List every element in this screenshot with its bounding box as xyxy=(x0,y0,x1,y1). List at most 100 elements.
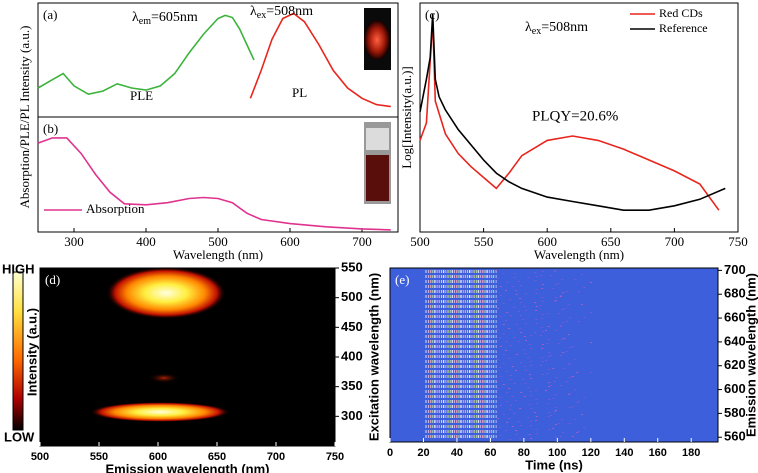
streak-speck xyxy=(561,419,564,420)
x-tick-label: 600 xyxy=(537,234,557,249)
streak-speck xyxy=(499,397,502,398)
streak-speck xyxy=(583,427,586,428)
streak-speck xyxy=(548,352,551,353)
streak-speck xyxy=(513,307,516,308)
streak-speck xyxy=(520,362,523,363)
streak-speck xyxy=(496,329,499,330)
streak-speck xyxy=(541,297,544,298)
streak-speck xyxy=(580,414,583,415)
streak-speck xyxy=(577,291,580,292)
streak-speck xyxy=(509,379,512,380)
streak-speck xyxy=(505,401,508,402)
streak-speck xyxy=(505,430,507,431)
streak-speck xyxy=(499,367,502,368)
x-tick-label: 140 xyxy=(615,447,633,459)
streak-speck xyxy=(515,434,518,435)
streak-speck xyxy=(554,394,557,395)
streak-speck xyxy=(509,439,512,440)
streak-speck xyxy=(555,377,558,378)
streak-speck xyxy=(535,420,537,421)
streak-speck xyxy=(565,351,568,352)
y-tick-label: 620 xyxy=(724,357,746,372)
streak-speck xyxy=(519,438,522,439)
streak-speck xyxy=(567,304,570,305)
streak-speck xyxy=(505,320,507,321)
x-tick-label: 750 xyxy=(326,451,344,463)
legend-label: Red CDs xyxy=(659,6,703,20)
streak-speck xyxy=(562,352,565,353)
x-tick-label: 600 xyxy=(149,451,167,463)
streak-speck xyxy=(541,357,544,358)
streak-speck xyxy=(559,296,562,297)
streak-speck xyxy=(569,317,572,318)
streak-speck xyxy=(583,287,586,288)
streak-speck xyxy=(548,399,551,400)
streak-speck xyxy=(517,311,520,312)
streak-speck xyxy=(522,379,525,380)
colorbar xyxy=(12,271,24,431)
streak-speck xyxy=(505,341,508,342)
lambda: λ xyxy=(250,4,257,19)
streak-speck xyxy=(540,335,542,336)
x-tick-label: 500 xyxy=(410,234,430,249)
x-tick-label: 600 xyxy=(280,234,300,249)
streak-speck xyxy=(505,290,507,291)
streak-speck xyxy=(495,410,497,411)
lambda-sub: em xyxy=(139,16,151,27)
streak-speck xyxy=(590,372,593,373)
streak-speck xyxy=(590,342,593,343)
streak-speck xyxy=(567,364,570,365)
streak-speck xyxy=(515,430,517,431)
streak-speck xyxy=(534,332,537,333)
colorbar-label: Intensity (a.u.) xyxy=(24,308,39,396)
streak-speck xyxy=(525,370,527,371)
streak-speck xyxy=(563,338,566,339)
streak-speck xyxy=(563,308,566,309)
streak-speck xyxy=(513,277,516,278)
streak-speck xyxy=(495,350,497,351)
y-tick-label: 580 xyxy=(724,405,746,420)
streak-speck xyxy=(541,301,544,302)
streak-speck xyxy=(554,284,557,285)
plot-frame xyxy=(389,267,719,443)
y-axis-label: Excitation wavelength (nm) xyxy=(366,273,381,441)
streak-speck xyxy=(555,437,558,438)
streak-speck xyxy=(499,427,502,428)
streak-speck xyxy=(520,285,522,286)
lambda-label: λex=508nm xyxy=(525,20,588,37)
streak-speck xyxy=(534,412,537,413)
streak-speck xyxy=(535,323,538,324)
streak-speck xyxy=(517,341,520,342)
streak-speck xyxy=(553,301,556,302)
series-label: PL xyxy=(292,85,307,100)
streak-speck xyxy=(571,376,574,377)
streak-speck xyxy=(519,328,522,329)
streak-speck xyxy=(510,375,512,376)
heatmap-spot xyxy=(148,373,180,383)
streak-speck xyxy=(528,344,531,345)
streak-speck xyxy=(506,392,509,393)
streak-speck xyxy=(535,416,538,417)
streak-speck xyxy=(576,402,579,403)
streak-speck xyxy=(534,272,537,273)
streak-speck xyxy=(508,358,511,359)
streak-speck xyxy=(546,373,549,374)
streak-speck xyxy=(513,273,516,274)
x-tick-label: 500 xyxy=(31,451,49,463)
streak-speck xyxy=(529,361,532,362)
streak-speck xyxy=(509,299,512,300)
streak-speck xyxy=(569,347,572,348)
streak-speck xyxy=(524,323,527,324)
streak-speck xyxy=(499,376,502,377)
streak-speck xyxy=(515,290,517,291)
lambda-rest: =605nm xyxy=(151,10,198,25)
streak-speck xyxy=(513,337,516,338)
streak-speck xyxy=(580,274,583,275)
streak-speck xyxy=(541,361,544,362)
streak-speck xyxy=(517,281,520,282)
streak-speck xyxy=(577,431,580,432)
streak-speck xyxy=(576,372,579,373)
streak-speck xyxy=(567,394,570,395)
streak-speck xyxy=(552,368,555,369)
streak-speck xyxy=(515,370,517,371)
